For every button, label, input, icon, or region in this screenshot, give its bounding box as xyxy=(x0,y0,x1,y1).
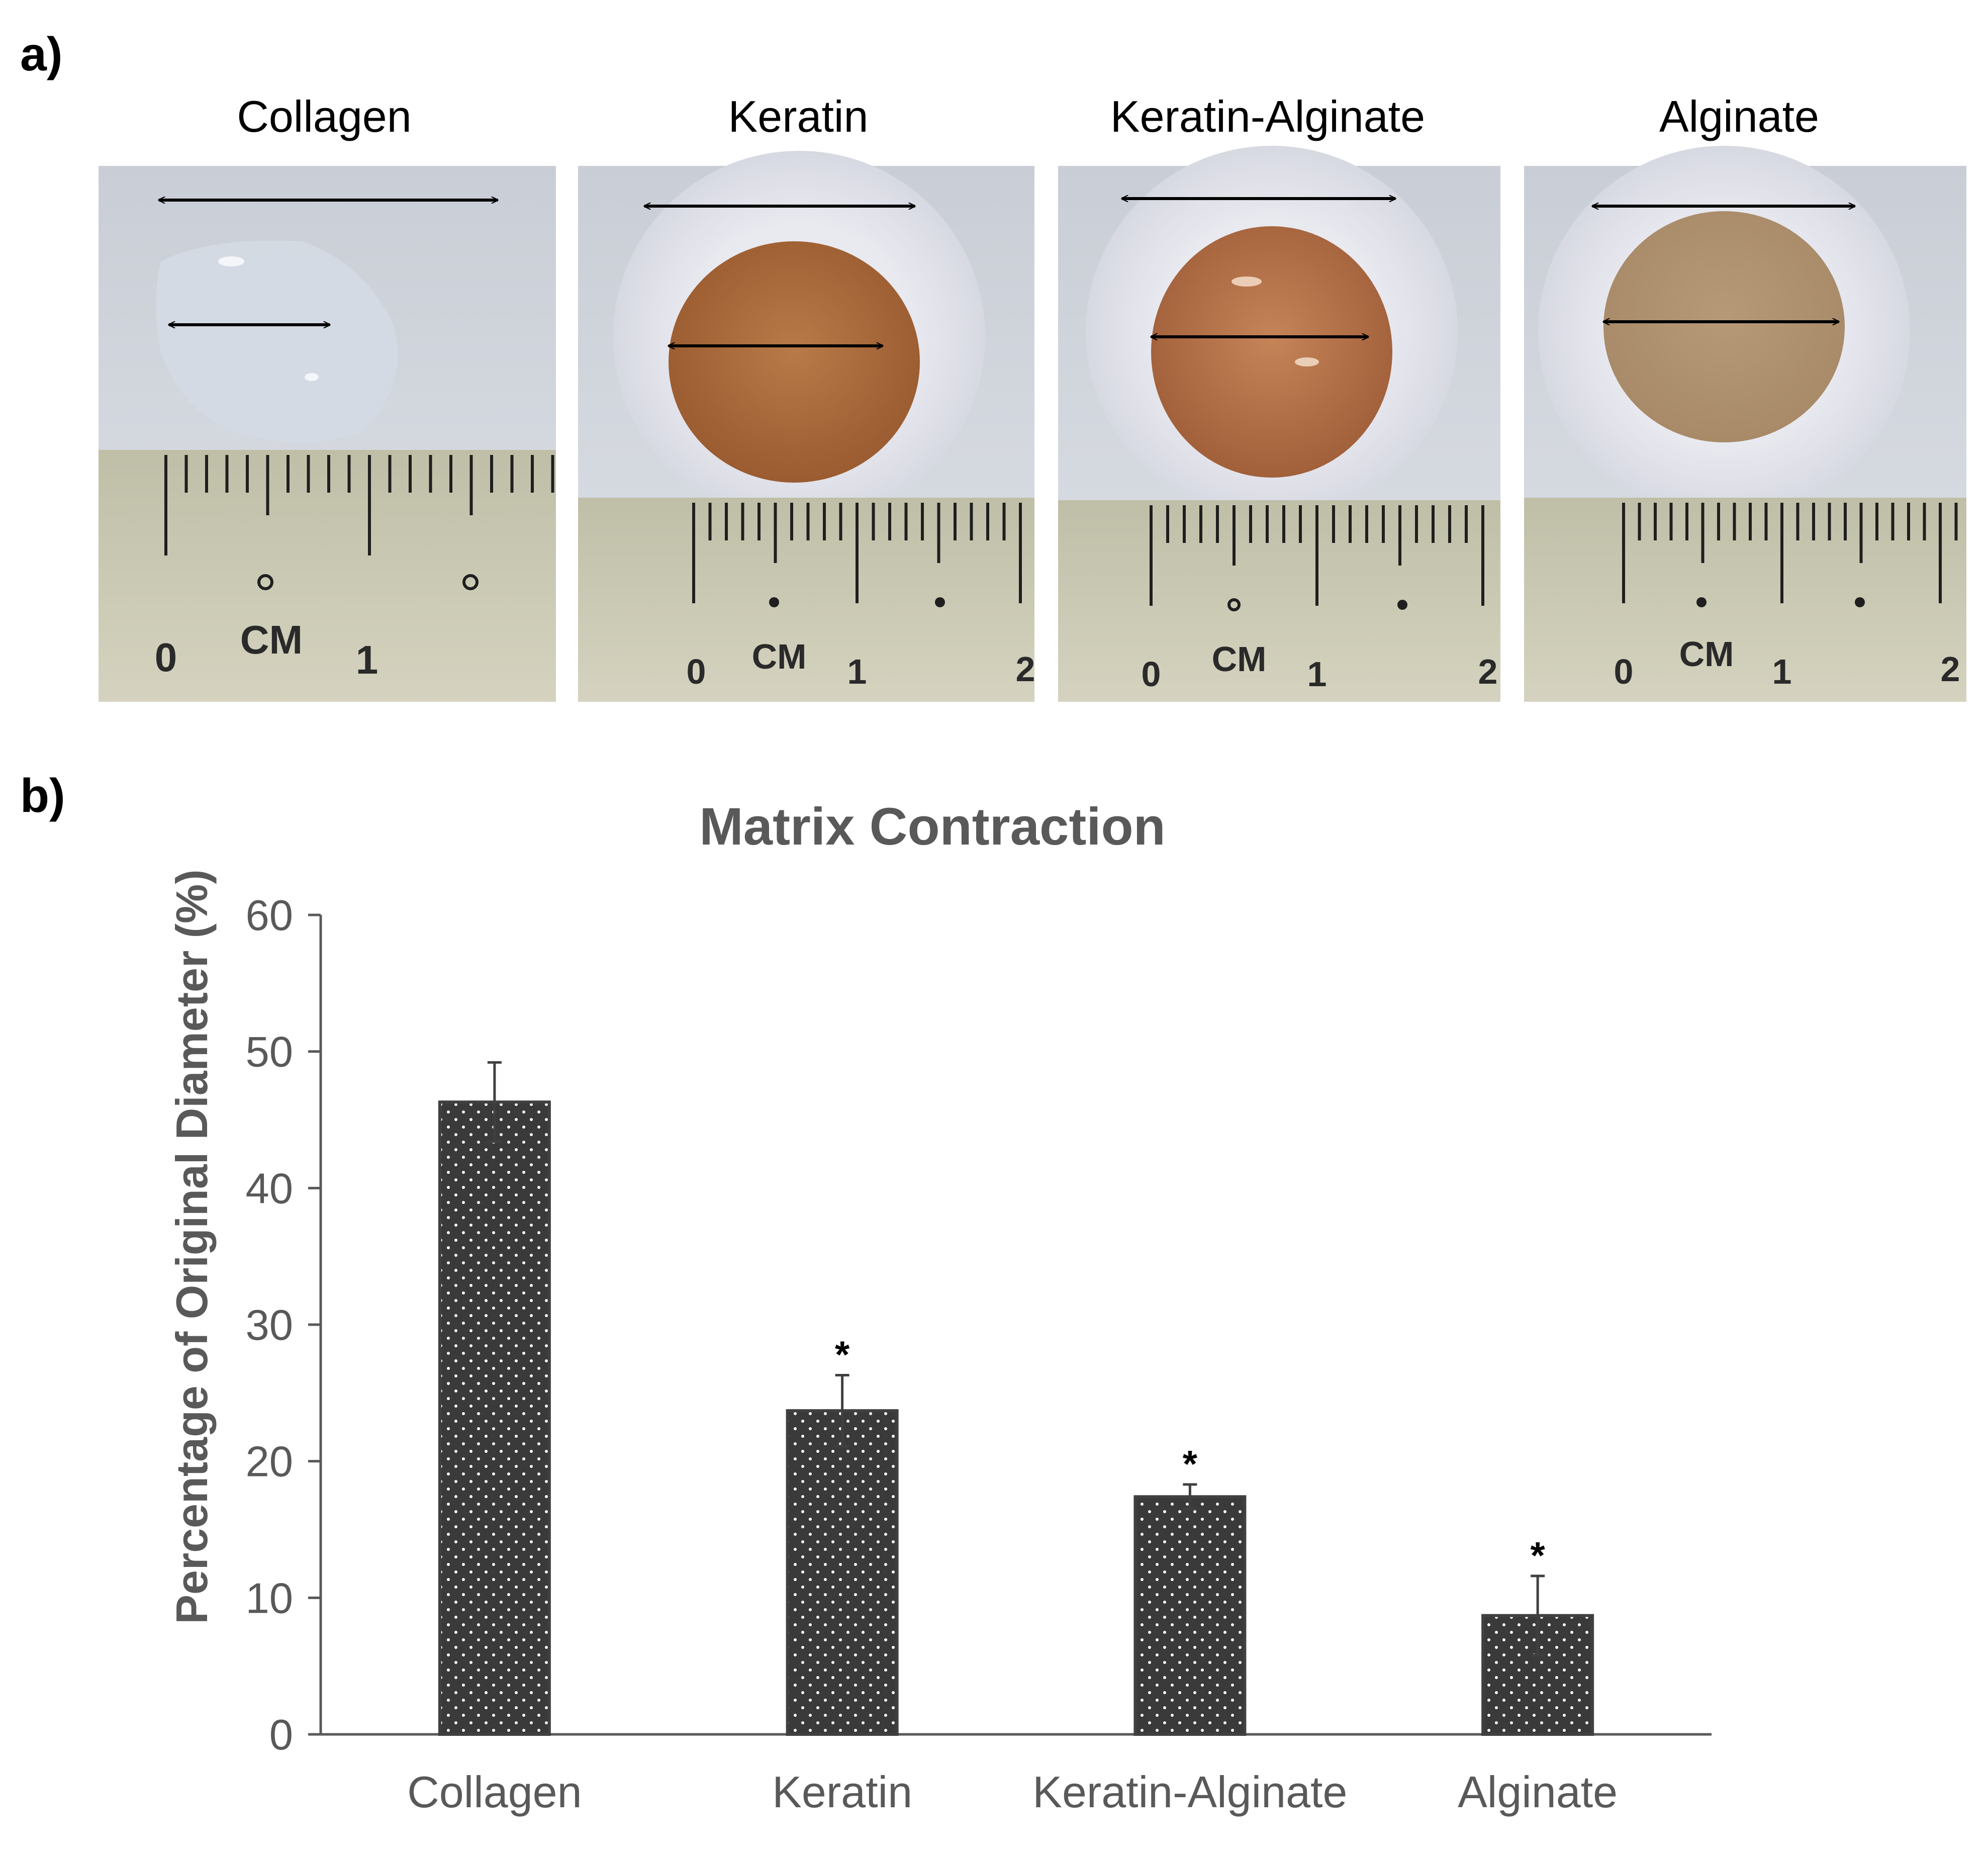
x-tick-label: Keratin-Alginate xyxy=(1032,1767,1347,1817)
ruler-ticks-keratin xyxy=(692,503,1022,603)
significance-marker: * xyxy=(1531,1534,1546,1577)
ruler-ticks-collagen xyxy=(164,455,554,555)
y-axis-label: Percentage of Original Diameter (%) xyxy=(167,869,217,1624)
ruler-number-1: 1 xyxy=(847,652,867,691)
y-tick-label: 20 xyxy=(245,1438,293,1486)
ruler-unit: CM xyxy=(1679,634,1734,674)
x-tick-label: Alginate xyxy=(1458,1767,1618,1817)
bar-chart: 0 10 20 30 40 50 60 Collagen * Keratin * Keratin-Al… xyxy=(245,892,1712,1817)
ruler-number-2: 2 xyxy=(1478,652,1498,691)
significance-marker: * xyxy=(1183,1443,1198,1485)
ruler-number-0: 0 xyxy=(1142,655,1161,694)
ruler-number-1: 1 xyxy=(1772,652,1792,691)
significance-marker: * xyxy=(835,1334,850,1376)
chart-title: Matrix Contraction xyxy=(699,797,1166,856)
y-tick-label: 0 xyxy=(269,1711,293,1759)
ruler-number-1: 1 xyxy=(356,637,378,682)
ruler-number-0: 0 xyxy=(1614,652,1634,691)
y-tick-label: 40 xyxy=(245,1165,293,1213)
ruler-unit: CM xyxy=(1212,639,1267,679)
photo-title-collagen: Collagen xyxy=(237,91,411,141)
bar-collagen xyxy=(438,1100,551,1736)
y-tick-label: 10 xyxy=(245,1574,293,1622)
ruler-number-2: 2 xyxy=(1941,650,1960,689)
bar-keratin xyxy=(786,1409,899,1736)
ruler-number-0: 0 xyxy=(687,652,706,691)
y-tick-label: 30 xyxy=(245,1302,293,1349)
ruler-number-2: 2 xyxy=(1016,650,1035,689)
ruler-ticks-alginate xyxy=(1622,503,1958,603)
bar-keratin-alginate xyxy=(1133,1495,1247,1736)
ruler-number-0: 0 xyxy=(155,635,177,680)
x-tick-label: Collagen xyxy=(407,1767,582,1817)
photo-keratin: 0 CM 1 2 xyxy=(578,151,1035,702)
ruler-ticks-keratin-alginate xyxy=(1150,505,1484,606)
ruler-unit: CM xyxy=(240,617,303,662)
y-tick-label: 50 xyxy=(245,1029,293,1076)
x-tick-label: Keratin xyxy=(772,1767,912,1817)
photo-keratin-alginate: 0 CM 1 2 xyxy=(1058,146,1500,702)
ruler-number-1: 1 xyxy=(1307,655,1327,694)
photo-title-keratin: Keratin xyxy=(728,91,869,141)
photo-title-keratin-alginate: Keratin-Alginate xyxy=(1110,91,1425,141)
photo-title-alginate: Alginate xyxy=(1659,91,1819,141)
panel-a-label: a) xyxy=(20,28,62,81)
photo-collagen: 0 CM 1 xyxy=(99,166,556,702)
panel-b-label: b) xyxy=(20,769,65,822)
ruler-unit: CM xyxy=(752,637,807,676)
y-tick-label: 60 xyxy=(245,892,293,940)
photo-alginate: 0 CM 1 2 xyxy=(1524,146,1966,702)
